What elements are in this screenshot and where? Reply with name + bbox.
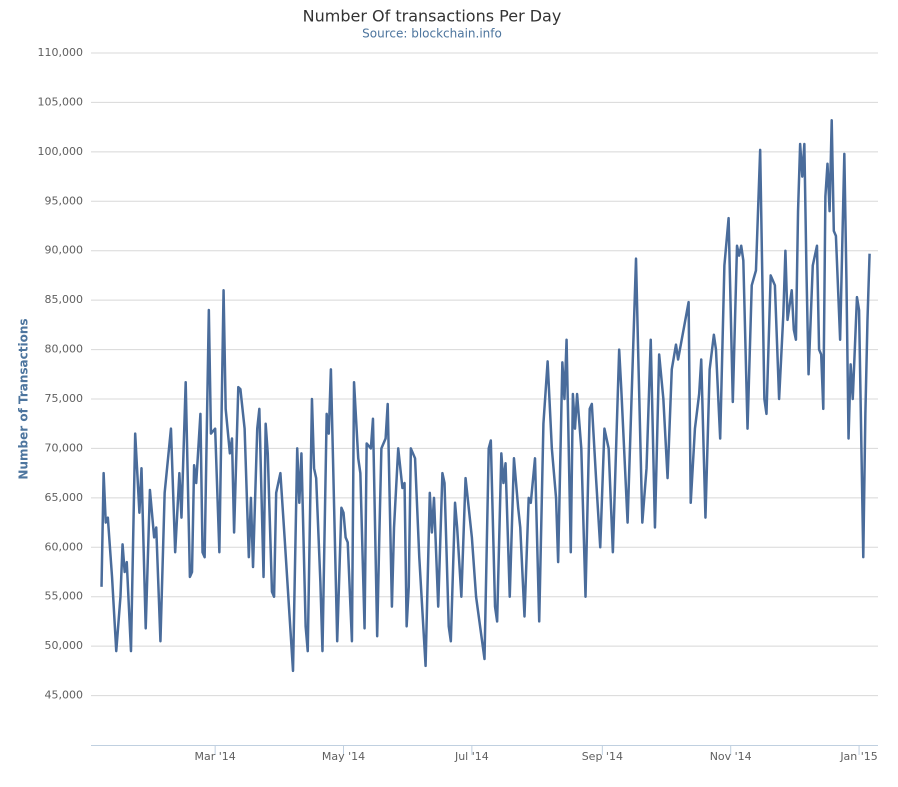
- x-tick-label: May '14: [322, 750, 365, 763]
- y-tick-label: 75,000: [45, 392, 84, 405]
- y-tick-label: 100,000: [38, 145, 84, 158]
- y-tick-label: 85,000: [45, 293, 84, 306]
- chart-subtitle: Source: blockchain.info: [362, 27, 502, 41]
- y-tick-label: 80,000: [45, 343, 84, 356]
- y-tick-label: 50,000: [45, 639, 84, 652]
- x-tick-label: Mar '14: [195, 750, 236, 763]
- x-tick-label: Jul '14: [454, 750, 489, 763]
- y-tick-label: 95,000: [45, 194, 84, 207]
- chart-title: Number Of transactions Per Day: [303, 7, 562, 26]
- y-tick-label: 70,000: [45, 441, 84, 454]
- y-tick-label: 55,000: [45, 590, 84, 603]
- y-tick-label: 110,000: [38, 46, 84, 59]
- y-tick-label: 60,000: [45, 540, 84, 553]
- x-tick-label: Nov '14: [710, 750, 752, 763]
- y-tick-label: 65,000: [45, 491, 84, 504]
- y-tick-label: 90,000: [45, 244, 84, 257]
- y-axis-label: Number of Transactions: [17, 318, 31, 479]
- y-tick-label: 105,000: [38, 95, 84, 108]
- x-tick-label: Sep '14: [582, 750, 623, 763]
- y-tick-label: 45,000: [45, 689, 84, 702]
- data-line: [100, 118, 871, 673]
- x-tick-label: Jan '15: [839, 750, 877, 763]
